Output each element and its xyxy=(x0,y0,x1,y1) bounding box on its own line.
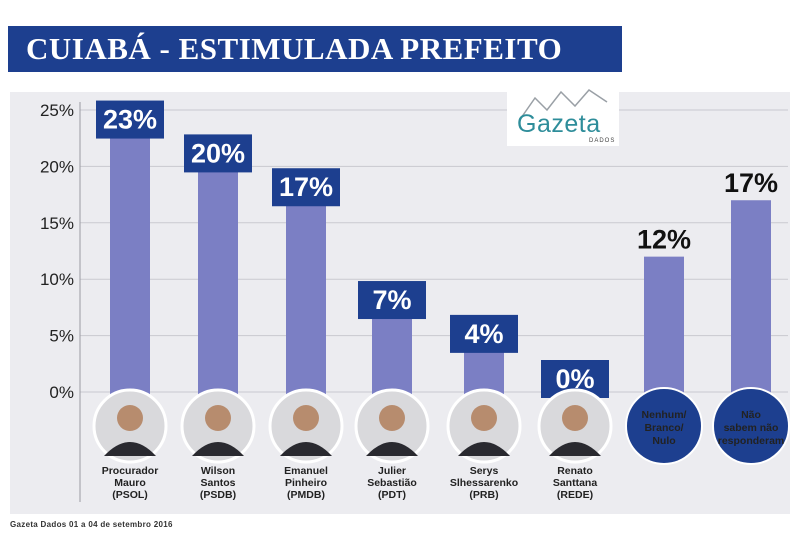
category-label: sabem não xyxy=(724,422,779,434)
category-label: Branco/ xyxy=(644,422,683,434)
data-label: 4% xyxy=(464,319,503,349)
data-label-box xyxy=(358,281,426,320)
data-label: 7% xyxy=(372,285,411,315)
category-label: Não xyxy=(741,409,761,421)
category-label: Renato xyxy=(557,465,593,477)
candidate-suit xyxy=(280,442,332,456)
logo-mountain-icon xyxy=(520,89,608,119)
bar xyxy=(644,256,684,412)
category-label: Slhessarenko xyxy=(450,477,518,489)
y-tick-label: 10% xyxy=(40,270,74,289)
data-label: 12% xyxy=(637,225,691,255)
category-label: Santtana xyxy=(553,477,598,489)
bar xyxy=(110,132,150,412)
category-circle xyxy=(625,387,703,465)
data-label: 17% xyxy=(279,172,333,202)
candidate-suit xyxy=(366,442,418,456)
category-label: Procurador xyxy=(102,465,159,477)
category-label: (PRB) xyxy=(469,489,498,501)
category-label: Wilson xyxy=(201,465,235,477)
data-label-box xyxy=(450,314,518,353)
category-label: Pinheiro xyxy=(285,477,327,489)
category-label: Julier xyxy=(378,465,406,477)
bar xyxy=(731,200,771,412)
y-tick-label: 25% xyxy=(40,101,74,120)
category-label: (PMDB) xyxy=(287,489,325,501)
bar xyxy=(286,200,326,412)
candidate-suit xyxy=(104,442,156,456)
category-label: Nenhum/ xyxy=(642,409,687,421)
data-label: 17% xyxy=(724,168,778,198)
candidate-face xyxy=(562,405,588,431)
bar-chart: 0% 5% 10% 15% 20% 25% 23% ProcuradorMauro(PSOL)… xyxy=(40,100,790,502)
logo-subtitle: DADOS xyxy=(589,138,616,144)
source-footer: Gazeta Dados 01 a 04 de setembro 2016 xyxy=(10,520,173,529)
y-tick-label: 15% xyxy=(40,214,74,233)
candidate-face xyxy=(471,405,497,431)
gazeta-logo: Gazeta DADOS xyxy=(507,84,619,146)
candidate-suit xyxy=(192,442,244,456)
category-label: Sebastião xyxy=(367,477,417,489)
y-tick-label: 5% xyxy=(49,327,74,346)
candidate-face xyxy=(205,405,231,431)
category-circle xyxy=(712,387,790,465)
candidate-suit xyxy=(458,442,510,456)
category-label: Santos xyxy=(200,477,235,489)
bar xyxy=(198,166,238,412)
data-label: 23% xyxy=(103,105,157,135)
logo-name: Gazeta xyxy=(517,110,601,138)
candidate-face xyxy=(293,405,319,431)
candidate-suit xyxy=(549,442,601,456)
y-tick-label: 20% xyxy=(40,157,74,176)
category-label: (REDE) xyxy=(557,489,593,501)
category-label: (PDT) xyxy=(378,489,406,501)
category-label: Emanuel xyxy=(284,465,328,477)
category-label: Serys xyxy=(470,465,499,477)
category-label: (PSOL) xyxy=(112,489,148,501)
category-label: Nulo xyxy=(652,435,675,447)
chart-panel: 0% 5% 10% 15% 20% 25% 23% Procurador Mauro (PSOL)… xyxy=(10,92,790,514)
chart-title: CUIABÁ - ESTIMULADA PREFEITO xyxy=(8,26,622,72)
data-label-box xyxy=(184,134,252,173)
y-tick-label: 0% xyxy=(49,383,74,402)
data-label-box xyxy=(96,100,164,139)
candidate-face xyxy=(379,405,405,431)
candidate-face xyxy=(117,405,143,431)
data-label-box xyxy=(272,168,340,207)
category-label: (PSDB) xyxy=(200,489,236,501)
category-label: Mauro xyxy=(114,477,146,489)
data-label: 20% xyxy=(191,138,245,168)
category-label: responderam xyxy=(718,435,785,447)
